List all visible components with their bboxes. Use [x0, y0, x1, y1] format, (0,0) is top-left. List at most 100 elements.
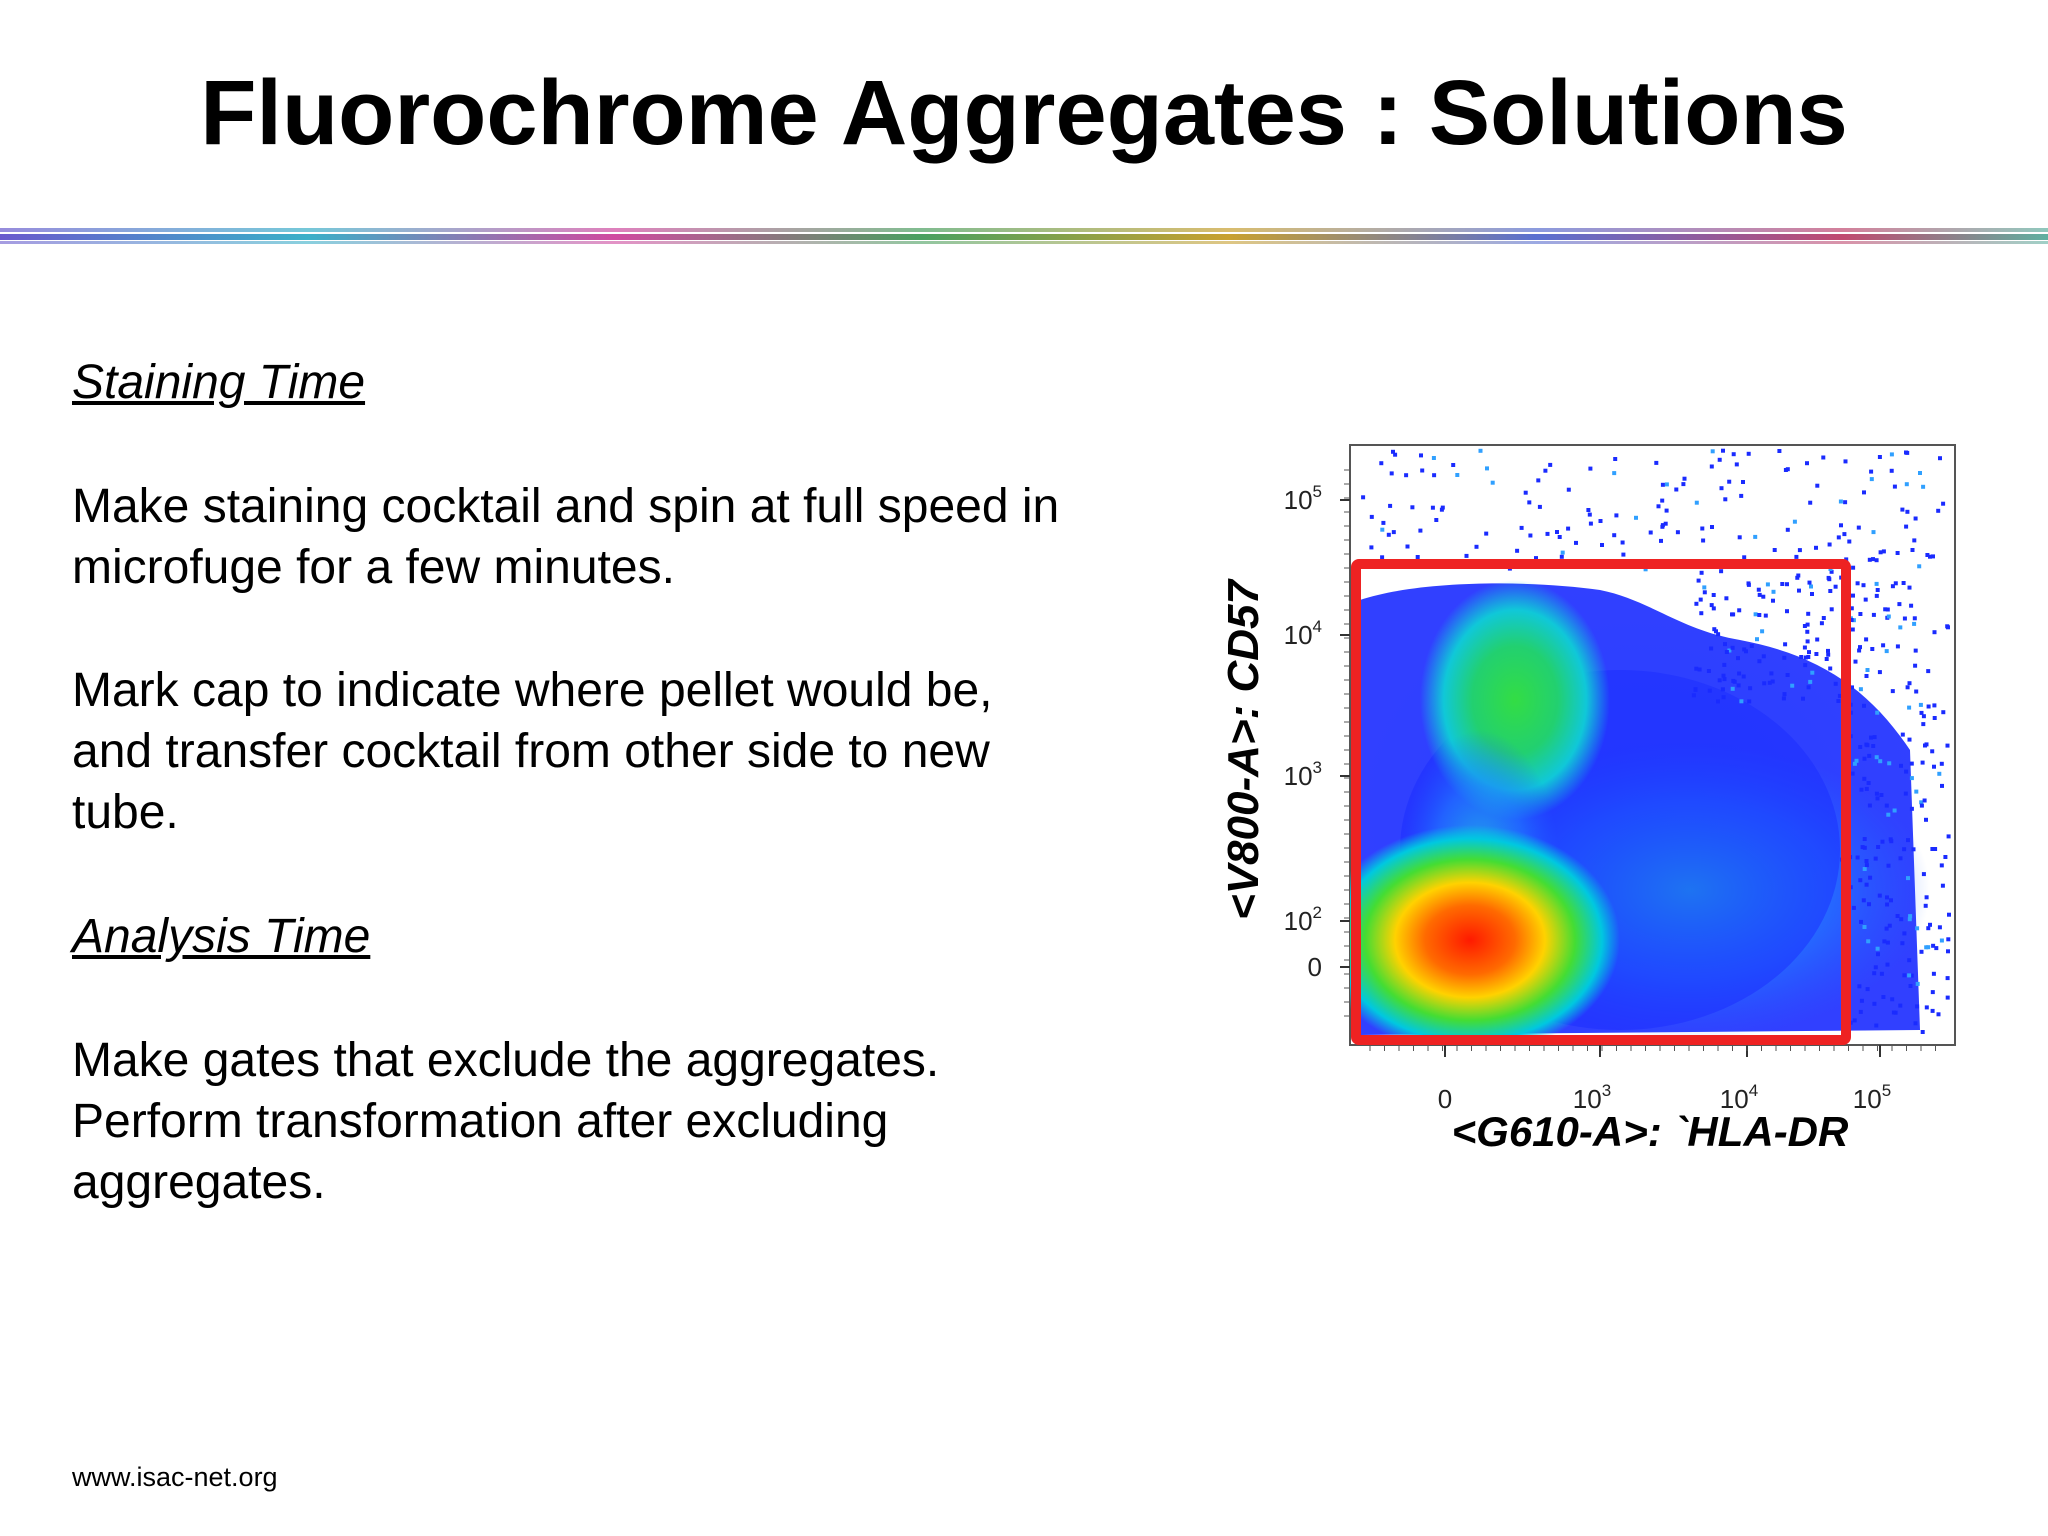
event-dot	[1876, 952, 1880, 957]
event-dot	[1901, 581, 1906, 585]
event-dot	[1772, 548, 1777, 552]
event-dot	[1930, 847, 1935, 851]
event-dot	[1701, 538, 1706, 543]
event-dot	[1410, 505, 1415, 510]
footer-url: www.isac-net.org	[72, 1462, 278, 1492]
event-dot	[1797, 548, 1802, 553]
event-dot	[1907, 737, 1912, 742]
event-dot	[1895, 644, 1900, 649]
event-dot	[1782, 692, 1787, 697]
event-dot	[1857, 984, 1862, 989]
event-dot	[1863, 597, 1868, 602]
event-dot	[1852, 761, 1857, 766]
event-dot	[1930, 749, 1935, 754]
event-dot	[1925, 553, 1930, 557]
event-dot	[1850, 685, 1854, 690]
event-dot	[1919, 803, 1924, 808]
event-dot	[1892, 808, 1897, 813]
event-dot	[1926, 926, 1931, 931]
event-dot	[1932, 764, 1936, 769]
event-dot	[1716, 632, 1721, 637]
staining-text-line-1: Make staining cocktail and spin at full …	[72, 480, 1060, 533]
event-dot	[1660, 482, 1665, 487]
event-dot	[1588, 521, 1593, 526]
event-dot	[1805, 629, 1810, 634]
event-dot	[1559, 554, 1564, 559]
event-dot	[1543, 468, 1548, 473]
event-dot	[1833, 681, 1838, 686]
event-dot	[1858, 745, 1863, 749]
event-dot	[1859, 998, 1864, 1003]
event-dot	[1707, 688, 1712, 693]
event-dot	[1860, 845, 1865, 850]
event-dot	[1821, 455, 1826, 460]
event-dot	[1865, 668, 1870, 672]
event-dot	[1850, 627, 1855, 632]
event-dot	[1921, 714, 1926, 719]
event-dot	[1874, 558, 1879, 563]
event-dot	[1909, 776, 1914, 781]
event-dot	[1884, 649, 1889, 654]
event-dot	[1928, 922, 1932, 927]
event-dot	[1857, 648, 1862, 653]
event-dot	[1698, 597, 1703, 602]
event-dot	[1875, 946, 1880, 951]
event-dot	[1859, 787, 1864, 792]
event-dot	[1938, 456, 1942, 461]
event-dot	[1802, 624, 1807, 628]
event-dot	[1885, 940, 1890, 945]
x-axis-label: <G610-A>: `HLA-DR	[1451, 1108, 1849, 1155]
event-dot	[1600, 543, 1604, 547]
event-dot	[1659, 538, 1663, 543]
event-dot	[1760, 629, 1765, 634]
event-dot	[1945, 743, 1950, 748]
event-dot	[1557, 535, 1562, 539]
event-dot	[1918, 471, 1922, 475]
event-dot	[1785, 527, 1790, 532]
analysis-text-line-3: aggregates.	[72, 1156, 326, 1209]
event-dot	[1783, 468, 1788, 472]
event-dot	[1873, 965, 1878, 970]
event-dot	[1908, 914, 1913, 919]
event-dot	[1712, 627, 1717, 632]
event-dot	[1941, 710, 1946, 715]
event-dot	[1909, 761, 1914, 766]
event-dot	[1926, 704, 1931, 709]
event-dot	[1946, 937, 1951, 942]
event-dot	[1737, 535, 1742, 540]
flow-cytometry-plot: 105 104 103 102 0 0 103 104 105	[1284, 444, 1956, 1114]
event-dot	[1587, 512, 1592, 517]
event-dot	[1369, 514, 1374, 519]
event-dot	[1699, 611, 1704, 616]
title-divider	[0, 228, 2048, 244]
event-dot	[1931, 943, 1936, 948]
event-dot	[1809, 584, 1813, 589]
event-dot	[1783, 642, 1788, 647]
event-dot	[1874, 791, 1879, 796]
event-dot	[1862, 845, 1867, 850]
event-dot	[1892, 484, 1897, 489]
event-dot	[1871, 530, 1876, 535]
event-dot	[1900, 732, 1905, 737]
event-dot	[1874, 581, 1879, 586]
event-dot	[1905, 509, 1910, 514]
event-dot	[1730, 645, 1735, 650]
event-dot	[1899, 763, 1903, 768]
event-dot	[1851, 593, 1855, 598]
staining-text-line-2: microfuge for a few minutes.	[72, 541, 675, 594]
event-dot	[1727, 648, 1732, 653]
event-dot	[1806, 685, 1811, 690]
event-dot	[1771, 589, 1776, 594]
event-dot	[1879, 971, 1884, 976]
event-dot	[1724, 596, 1729, 601]
event-dot	[1913, 663, 1918, 668]
event-dot	[1807, 580, 1812, 585]
event-dot	[1699, 570, 1704, 575]
event-dot	[1905, 450, 1910, 455]
event-dot	[1782, 655, 1787, 660]
event-dot	[1694, 601, 1699, 606]
event-dot	[1912, 616, 1917, 621]
event-dot	[1664, 482, 1669, 487]
event-dot	[1439, 507, 1444, 512]
event-dot	[1874, 1023, 1879, 1028]
